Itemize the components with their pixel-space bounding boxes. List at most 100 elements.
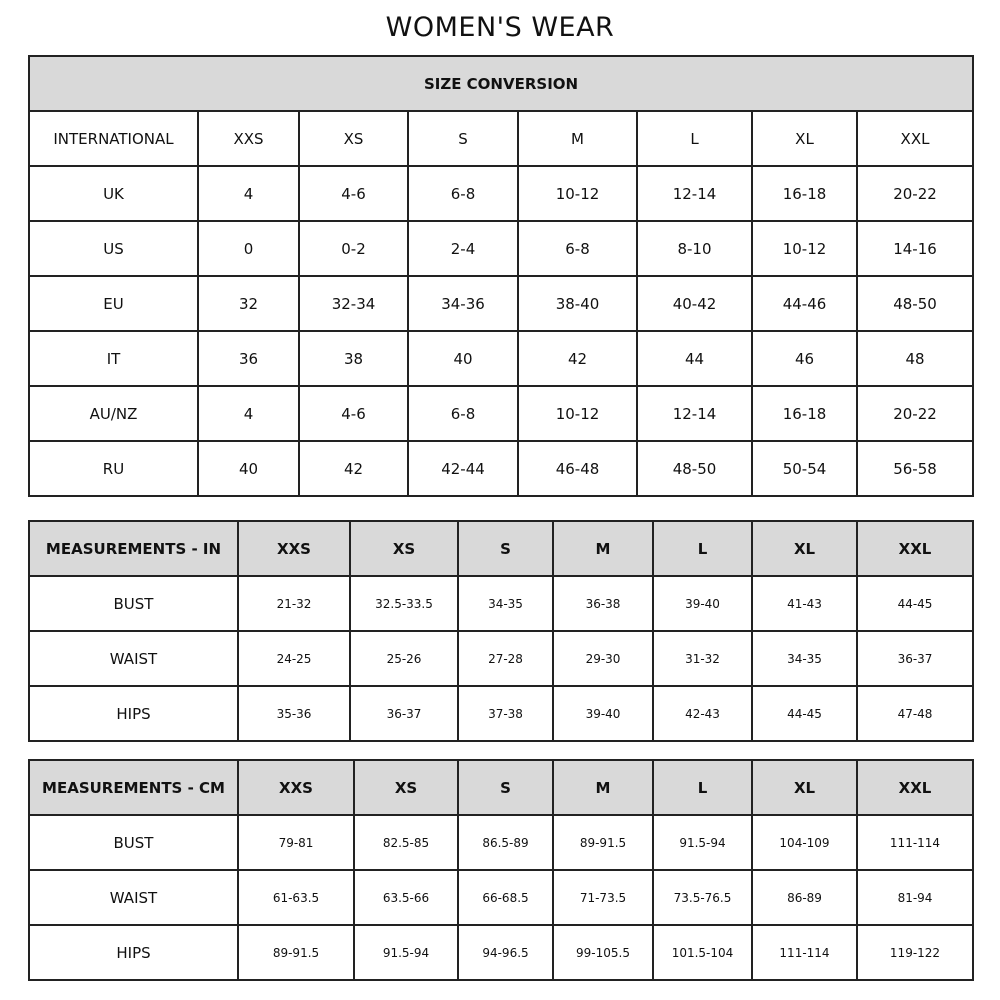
table-row: UK 4 4-6 6-8 10-12 12-14 16-18 20-22 <box>28 165 975 222</box>
table-cell: 79-81 <box>237 814 355 871</box>
table-cell: M <box>552 759 654 816</box>
table-cell: 48-50 <box>636 440 753 497</box>
table-cell: 94-96.5 <box>457 924 554 981</box>
table-row: HIPS 89-91.5 91.5-94 94-96.5 99-105.5 101.5-1… <box>28 924 974 981</box>
table-cell: XXL <box>855 110 975 167</box>
table-row: HIPS 35-36 36-37 37-38 39-40 42-43 44-45 47-48 <box>28 685 974 742</box>
row-label: WAIST <box>28 869 239 926</box>
table-cell: 10-12 <box>517 165 638 222</box>
table-cell: 4-6 <box>298 165 409 222</box>
table-cell: 27-28 <box>457 630 554 687</box>
table-cell: 10-12 <box>751 220 858 277</box>
header-row: MEASUREMENTS - IN XXS XS S M L XL XXL <box>28 520 974 577</box>
table-cell: 91.5-94 <box>353 924 459 981</box>
table-cell: 44-46 <box>751 275 858 332</box>
table-cell: 24-25 <box>237 630 351 687</box>
table-cell: 6-8 <box>517 220 638 277</box>
table-cell: XS <box>298 110 409 167</box>
table-cell: 0-2 <box>298 220 409 277</box>
row-label: HIPS <box>28 685 239 742</box>
table-cell: 56-58 <box>855 440 975 497</box>
table-cell: 47-48 <box>856 685 974 742</box>
row-label: IT <box>28 330 199 387</box>
table-cell: 39-40 <box>552 685 654 742</box>
table-cell: 32 <box>197 275 300 332</box>
table-cell: 4-6 <box>298 385 409 442</box>
table-cell: 46-48 <box>517 440 638 497</box>
row-label: EU <box>28 275 199 332</box>
table-cell: 101.5-104 <box>652 924 753 981</box>
table-cell: 40 <box>407 330 519 387</box>
table-cell: 39-40 <box>652 575 753 632</box>
table-cell: 35-36 <box>237 685 351 742</box>
table-cell: 44-45 <box>751 685 858 742</box>
table-row: EU 32 32-34 34-36 38-40 40-42 44-46 48-50 <box>28 275 975 332</box>
measurements-in-table: MEASUREMENTS - IN XXS XS S M L XL XXL BUST 21-32 3… <box>28 520 974 742</box>
table-cell: 8-10 <box>636 220 753 277</box>
table-cell: XXS <box>237 759 355 816</box>
row-label: HIPS <box>28 924 239 981</box>
header-cell: MEASUREMENTS - CM <box>28 759 239 816</box>
table-cell: 86.5-89 <box>457 814 554 871</box>
table-cell: XXL <box>856 759 974 816</box>
table-cell: 44-45 <box>856 575 974 632</box>
table-cell: M <box>517 110 638 167</box>
table-cell: 91.5-94 <box>652 814 753 871</box>
table-cell: 71-73.5 <box>552 869 654 926</box>
table-cell: 119-122 <box>856 924 974 981</box>
table-cell: 44 <box>636 330 753 387</box>
table-cell: 48-50 <box>855 275 975 332</box>
table-row: WAIST 24-25 25-26 27-28 29-30 31-32 34-35 36-37 <box>28 630 974 687</box>
table-cell: 34-35 <box>457 575 554 632</box>
table-cell: 111-114 <box>856 814 974 871</box>
table-cell: 16-18 <box>751 385 858 442</box>
table-row: IT 36 38 40 42 44 46 48 <box>28 330 975 387</box>
row-label: AU/NZ <box>28 385 199 442</box>
row-label: BUST <box>28 575 239 632</box>
table-cell: 36-38 <box>552 575 654 632</box>
table-cell: 29-30 <box>552 630 654 687</box>
table-cell: 73.5-76.5 <box>652 869 753 926</box>
table-cell: 0 <box>197 220 300 277</box>
header-cell: INTERNATIONAL <box>28 110 199 167</box>
table-row: RU 40 42 42-44 46-48 48-50 50-54 56-58 <box>28 440 975 497</box>
table-cell: 36 <box>197 330 300 387</box>
table-cell: 4 <box>197 165 300 222</box>
table-cell: 40-42 <box>636 275 753 332</box>
table-cell: 61-63.5 <box>237 869 355 926</box>
table-cell: 2-4 <box>407 220 519 277</box>
table-cell: L <box>652 520 753 577</box>
table-cell: 42 <box>517 330 638 387</box>
row-label: RU <box>28 440 199 497</box>
table-cell: 12-14 <box>636 165 753 222</box>
table-cell: 20-22 <box>855 385 975 442</box>
table-cell: M <box>552 520 654 577</box>
table-cell: 81-94 <box>856 869 974 926</box>
table-cell: 4 <box>197 385 300 442</box>
table-cell: 63.5-66 <box>353 869 459 926</box>
row-label: BUST <box>28 814 239 871</box>
row-label: UK <box>28 165 199 222</box>
table-cell: XXL <box>856 520 974 577</box>
table-cell: 46 <box>751 330 858 387</box>
table-cell: 20-22 <box>855 165 975 222</box>
table-cell: 86-89 <box>751 869 858 926</box>
table-cell: 82.5-85 <box>353 814 459 871</box>
table-cell: 111-114 <box>751 924 858 981</box>
table-cell: XS <box>353 759 459 816</box>
row-label: US <box>28 220 199 277</box>
table-cell: 42 <box>298 440 409 497</box>
table-cell: 38 <box>298 330 409 387</box>
table-row: US 0 0-2 2-4 6-8 8-10 10-12 14-16 <box>28 220 975 277</box>
table-row: AU/NZ 4 4-6 6-8 10-12 12-14 16-18 20-22 <box>28 385 975 442</box>
table-cell: XL <box>751 520 858 577</box>
table-cell: XL <box>751 110 858 167</box>
table-row: BUST 79-81 82.5-85 86.5-89 89-91.5 91.5-94 104… <box>28 814 974 871</box>
table-cell: XS <box>349 520 459 577</box>
table-cell: 10-12 <box>517 385 638 442</box>
table-cell: 6-8 <box>407 385 519 442</box>
table-row: BUST 21-32 32.5-33.5 34-35 36-38 39-40 41-43 44… <box>28 575 974 632</box>
row-label: WAIST <box>28 630 239 687</box>
table-cell: S <box>457 520 554 577</box>
size-conversion-heading: SIZE CONVERSION <box>27 55 975 112</box>
